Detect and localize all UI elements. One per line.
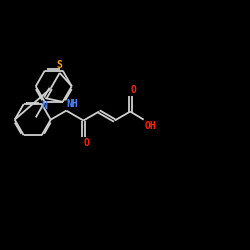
Text: O: O <box>131 85 136 95</box>
Text: O: O <box>84 138 90 148</box>
Text: NH: NH <box>67 99 78 109</box>
Text: S: S <box>57 60 63 70</box>
Text: N: N <box>42 101 48 111</box>
Text: OH: OH <box>144 121 156 131</box>
